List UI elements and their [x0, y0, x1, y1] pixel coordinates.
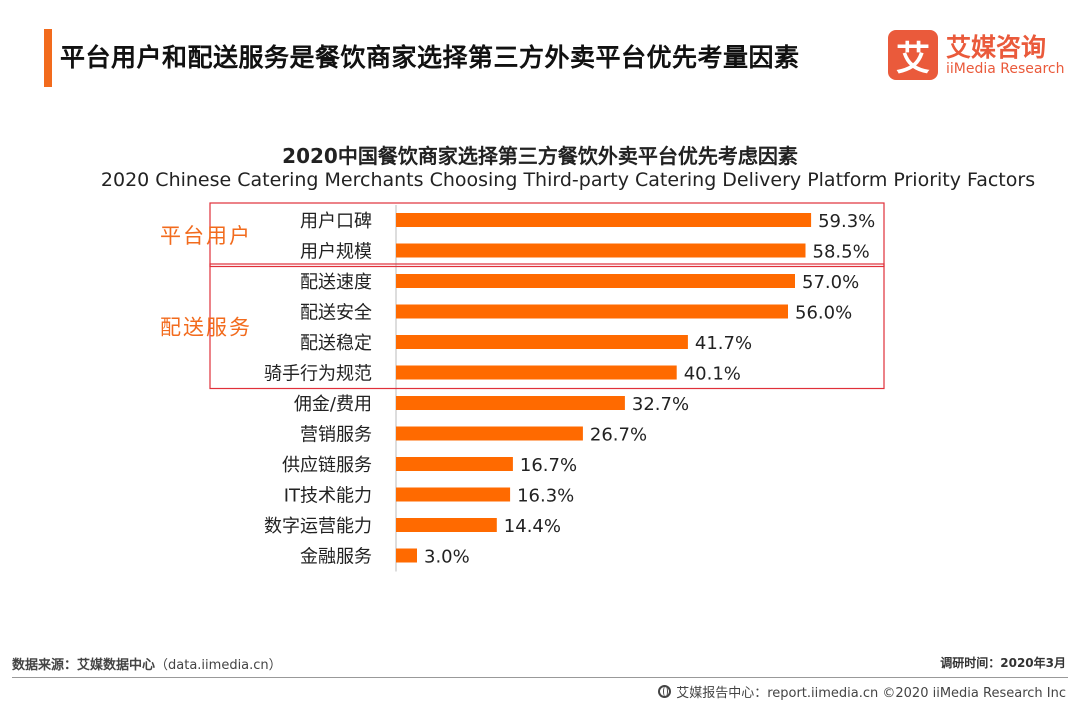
group-label: 平台用户 [160, 224, 252, 248]
logo-name-en: iiMedia Research [946, 61, 1065, 77]
bar [396, 335, 688, 349]
category-label: 用户口碑 [300, 211, 372, 232]
value-label: 40.1% [684, 364, 741, 385]
bar [396, 426, 583, 441]
survey-date: 调研时间：2020年3月 [940, 656, 1066, 670]
category-label: 配送安全 [300, 303, 372, 324]
value-label: 3.0% [424, 547, 470, 568]
bar [396, 457, 513, 471]
bar [396, 243, 806, 258]
category-label: 配送稳定 [300, 333, 372, 354]
category-label: 数字运营能力 [264, 516, 372, 537]
bar [396, 274, 795, 288]
data-source-label: 数据来源：艾媒数据中心 [12, 658, 156, 673]
value-label: 57.0% [802, 272, 859, 293]
category-label: 营销服务 [300, 425, 372, 446]
category-label: 配送速度 [300, 272, 372, 293]
bar [396, 396, 625, 410]
page-headline: 平台用户和配送服务是餐饮商家选择第三方外卖平台优先考量因素 [60, 43, 800, 72]
chart-subtitle: 2020 Chinese Catering Merchants Choosing… [100, 169, 1036, 191]
value-label: 41.7% [695, 333, 752, 354]
value-label: 56.0% [795, 303, 852, 324]
copyright-text: 艾媒报告中心：report.iimedia.cn ©2020 iiMedia R… [676, 686, 1066, 701]
value-label: 58.5% [813, 242, 870, 263]
chart-title: 2020中国餐饮商家选择第三方餐饮外卖平台优先考虑因素 [282, 144, 798, 168]
title-accent-bar [44, 29, 52, 87]
value-label: 16.3% [517, 486, 574, 507]
logo-name-cn: 艾媒咨询 [946, 33, 1047, 62]
bar [396, 487, 511, 502]
category-label: 供应链服务 [282, 455, 372, 476]
brand-logo: 艾 艾媒咨询 iiMedia Research [888, 30, 1068, 82]
value-label: 32.7% [632, 394, 689, 415]
category-label: IT技术能力 [284, 486, 372, 507]
group-label: 配送服务 [160, 315, 252, 339]
data-source-url: （data.iimedia.cn） [155, 658, 282, 673]
category-label: 金融服务 [300, 547, 372, 568]
data-source: 数据来源：艾媒数据中心（data.iimedia.cn） [12, 654, 282, 673]
value-label: 16.7% [520, 455, 577, 476]
group-box-0 [209, 202, 885, 268]
globe-icon [658, 685, 672, 698]
footer-divider [12, 677, 1068, 678]
bar [396, 548, 417, 563]
category-label: 佣金/费用 [294, 394, 372, 415]
footer-copyright: 艾媒报告中心：report.iimedia.cn ©2020 iiMedia R… [658, 682, 1066, 701]
category-label: 用户规模 [300, 242, 372, 263]
group-box-1 [209, 263, 885, 390]
logo-mark-icon: 艾 [888, 30, 938, 80]
bar [396, 518, 497, 532]
value-label: 26.7% [590, 425, 647, 446]
bar [396, 365, 677, 380]
value-label: 59.3% [818, 211, 875, 232]
bar [396, 213, 812, 227]
category-label: 骑手行为规范 [264, 364, 372, 385]
bar [396, 304, 788, 319]
value-label: 14.4% [504, 516, 561, 537]
